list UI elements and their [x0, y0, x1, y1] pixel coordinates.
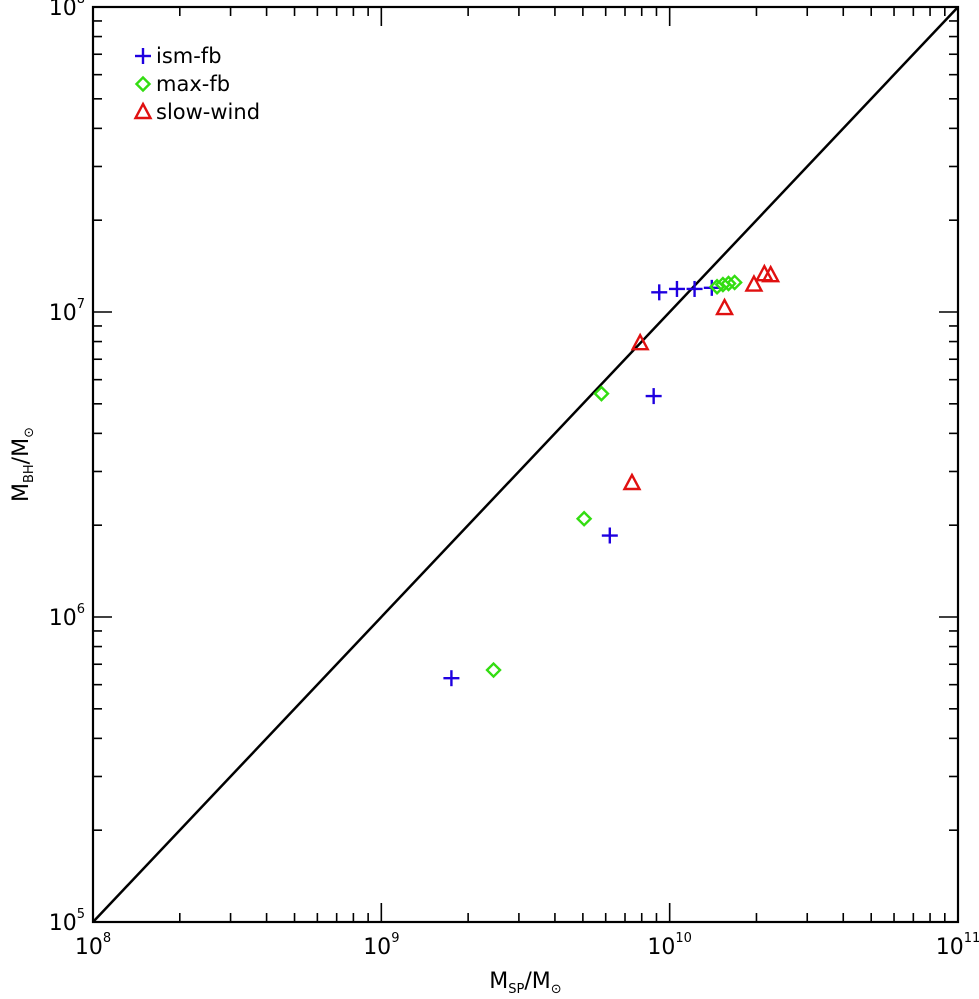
series-max-fb	[485, 274, 743, 679]
data-point	[761, 264, 781, 283]
data-point	[622, 472, 642, 491]
x-tick-label: 108	[75, 931, 111, 960]
x-axis-label: MSP/M⊙	[489, 969, 561, 997]
one-to-one-line	[92, 6, 959, 923]
data-point	[720, 275, 737, 292]
y-tick-label: 107	[49, 297, 85, 326]
data-point	[593, 385, 610, 402]
data-point	[630, 332, 650, 351]
data-point	[575, 510, 593, 527]
data-points	[443, 263, 781, 687]
data-point	[726, 274, 743, 291]
y-tick-label: 108	[49, 0, 85, 21]
legend-entry: max-fb	[134, 72, 230, 96]
reference-line-layer	[92, 6, 959, 923]
tick-marks	[92, 7, 958, 923]
y-tick-label: 106	[49, 602, 85, 631]
legend-marker	[133, 101, 153, 120]
data-point	[715, 297, 735, 316]
legend-label: ism-fb	[156, 44, 222, 68]
x-tick-label: 1011	[936, 931, 979, 960]
data-point	[485, 661, 502, 679]
data-point	[708, 278, 726, 295]
series-ism-fb	[443, 279, 720, 687]
data-point	[443, 670, 460, 687]
series-slow-wind	[622, 263, 781, 491]
data-point	[668, 280, 685, 297]
data-point	[651, 284, 668, 301]
axis-labels: MSP/M⊙ MBH/M⊙	[9, 427, 562, 997]
legend-entry: slow-wind	[133, 100, 260, 124]
x-tick-label: 109	[363, 931, 399, 960]
data-point	[744, 274, 764, 292]
y-tick-label: 105	[49, 907, 85, 936]
data-point	[686, 280, 703, 297]
tick-labels: 108 109 1010 1011 105 106 107 108	[49, 0, 979, 960]
plot-frame	[91, 5, 960, 924]
legend-marker	[135, 48, 151, 64]
data-point	[601, 527, 618, 544]
legend: ism-fb max-fb slow-wind	[133, 44, 260, 124]
x-tick-label: 1010	[647, 931, 692, 960]
legend-entry: ism-fb	[135, 44, 222, 68]
legend-label: max-fb	[156, 72, 230, 96]
legend-label: slow-wind	[156, 100, 260, 124]
legend-marker	[134, 75, 152, 93]
data-point	[645, 388, 662, 405]
y-axis-label: MBH/M⊙	[9, 427, 37, 502]
